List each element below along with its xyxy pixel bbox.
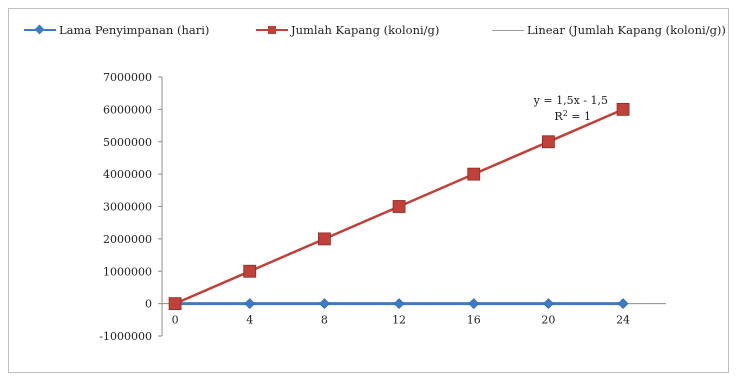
y-tick-label: 3000000 — [103, 201, 152, 214]
y-tick-label: 4000000 — [103, 168, 152, 181]
legend-label-jumlah-kapang: Jumlah Kapang (koloni/g) — [291, 23, 440, 37]
x-tick-label: 4 — [246, 314, 253, 327]
x-tick-label: 16 — [467, 314, 481, 327]
trendline-r-squared: R2 = 1 — [554, 109, 591, 124]
r2-suffix: = 1 — [568, 110, 591, 123]
data-point-square — [542, 135, 555, 149]
trendline-equation: y = 1,5x - 1,5 — [533, 94, 608, 107]
chart-frame — [8, 8, 729, 373]
data-point-square — [168, 297, 182, 311]
data-point-square — [317, 232, 331, 246]
data-point-diamond — [617, 298, 629, 310]
legend-swatch-linear-trendline — [492, 20, 524, 40]
data-point-square — [392, 200, 406, 213]
data-point-square — [467, 167, 481, 181]
x-tick-label: 8 — [321, 314, 328, 327]
r2-prefix: R — [554, 110, 563, 123]
data-point-square — [616, 102, 630, 116]
y-tick-label: 0 — [145, 298, 152, 311]
data-point-diamond — [244, 298, 256, 310]
y-tick-label: 5000000 — [103, 136, 152, 149]
x-tick-label: 20 — [541, 314, 555, 327]
x-tick-label: 12 — [392, 314, 406, 327]
legend-label-linear-trendline: Linear (Jumlah Kapang (koloni/g)) — [527, 23, 726, 37]
y-tick-label: 7000000 — [103, 71, 152, 84]
y-tick-label: 6000000 — [103, 103, 152, 116]
legend-swatch-lama-penyimpanan — [24, 20, 56, 40]
x-tick-label: 24 — [616, 314, 630, 327]
data-point-diamond — [468, 298, 480, 310]
y-tick-label: 1000000 — [103, 265, 152, 278]
x-tick-label: 0 — [172, 314, 179, 327]
r2-superscript: 2 — [563, 109, 568, 118]
legend: Lama Penyimpanan (hari) Jumlah Kapang (k… — [24, 20, 726, 42]
legend-item-lama-penyimpanan: Lama Penyimpanan (hari) — [24, 20, 209, 40]
legend-label-lama-penyimpanan: Lama Penyimpanan (hari) — [59, 23, 210, 37]
legend-item-jumlah-kapang: Jumlah Kapang (koloni/g) — [256, 20, 439, 40]
data-point-diamond — [393, 298, 405, 310]
data-point-diamond — [318, 298, 330, 310]
y-tick-label: 2000000 — [103, 233, 152, 246]
legend-swatch-jumlah-kapang — [256, 20, 288, 40]
data-point-square — [243, 264, 257, 278]
legend-item-linear-trendline: Linear (Jumlah Kapang (koloni/g)) — [492, 20, 726, 40]
data-point-diamond — [542, 298, 554, 310]
y-tick-label: -1000000 — [99, 330, 152, 343]
